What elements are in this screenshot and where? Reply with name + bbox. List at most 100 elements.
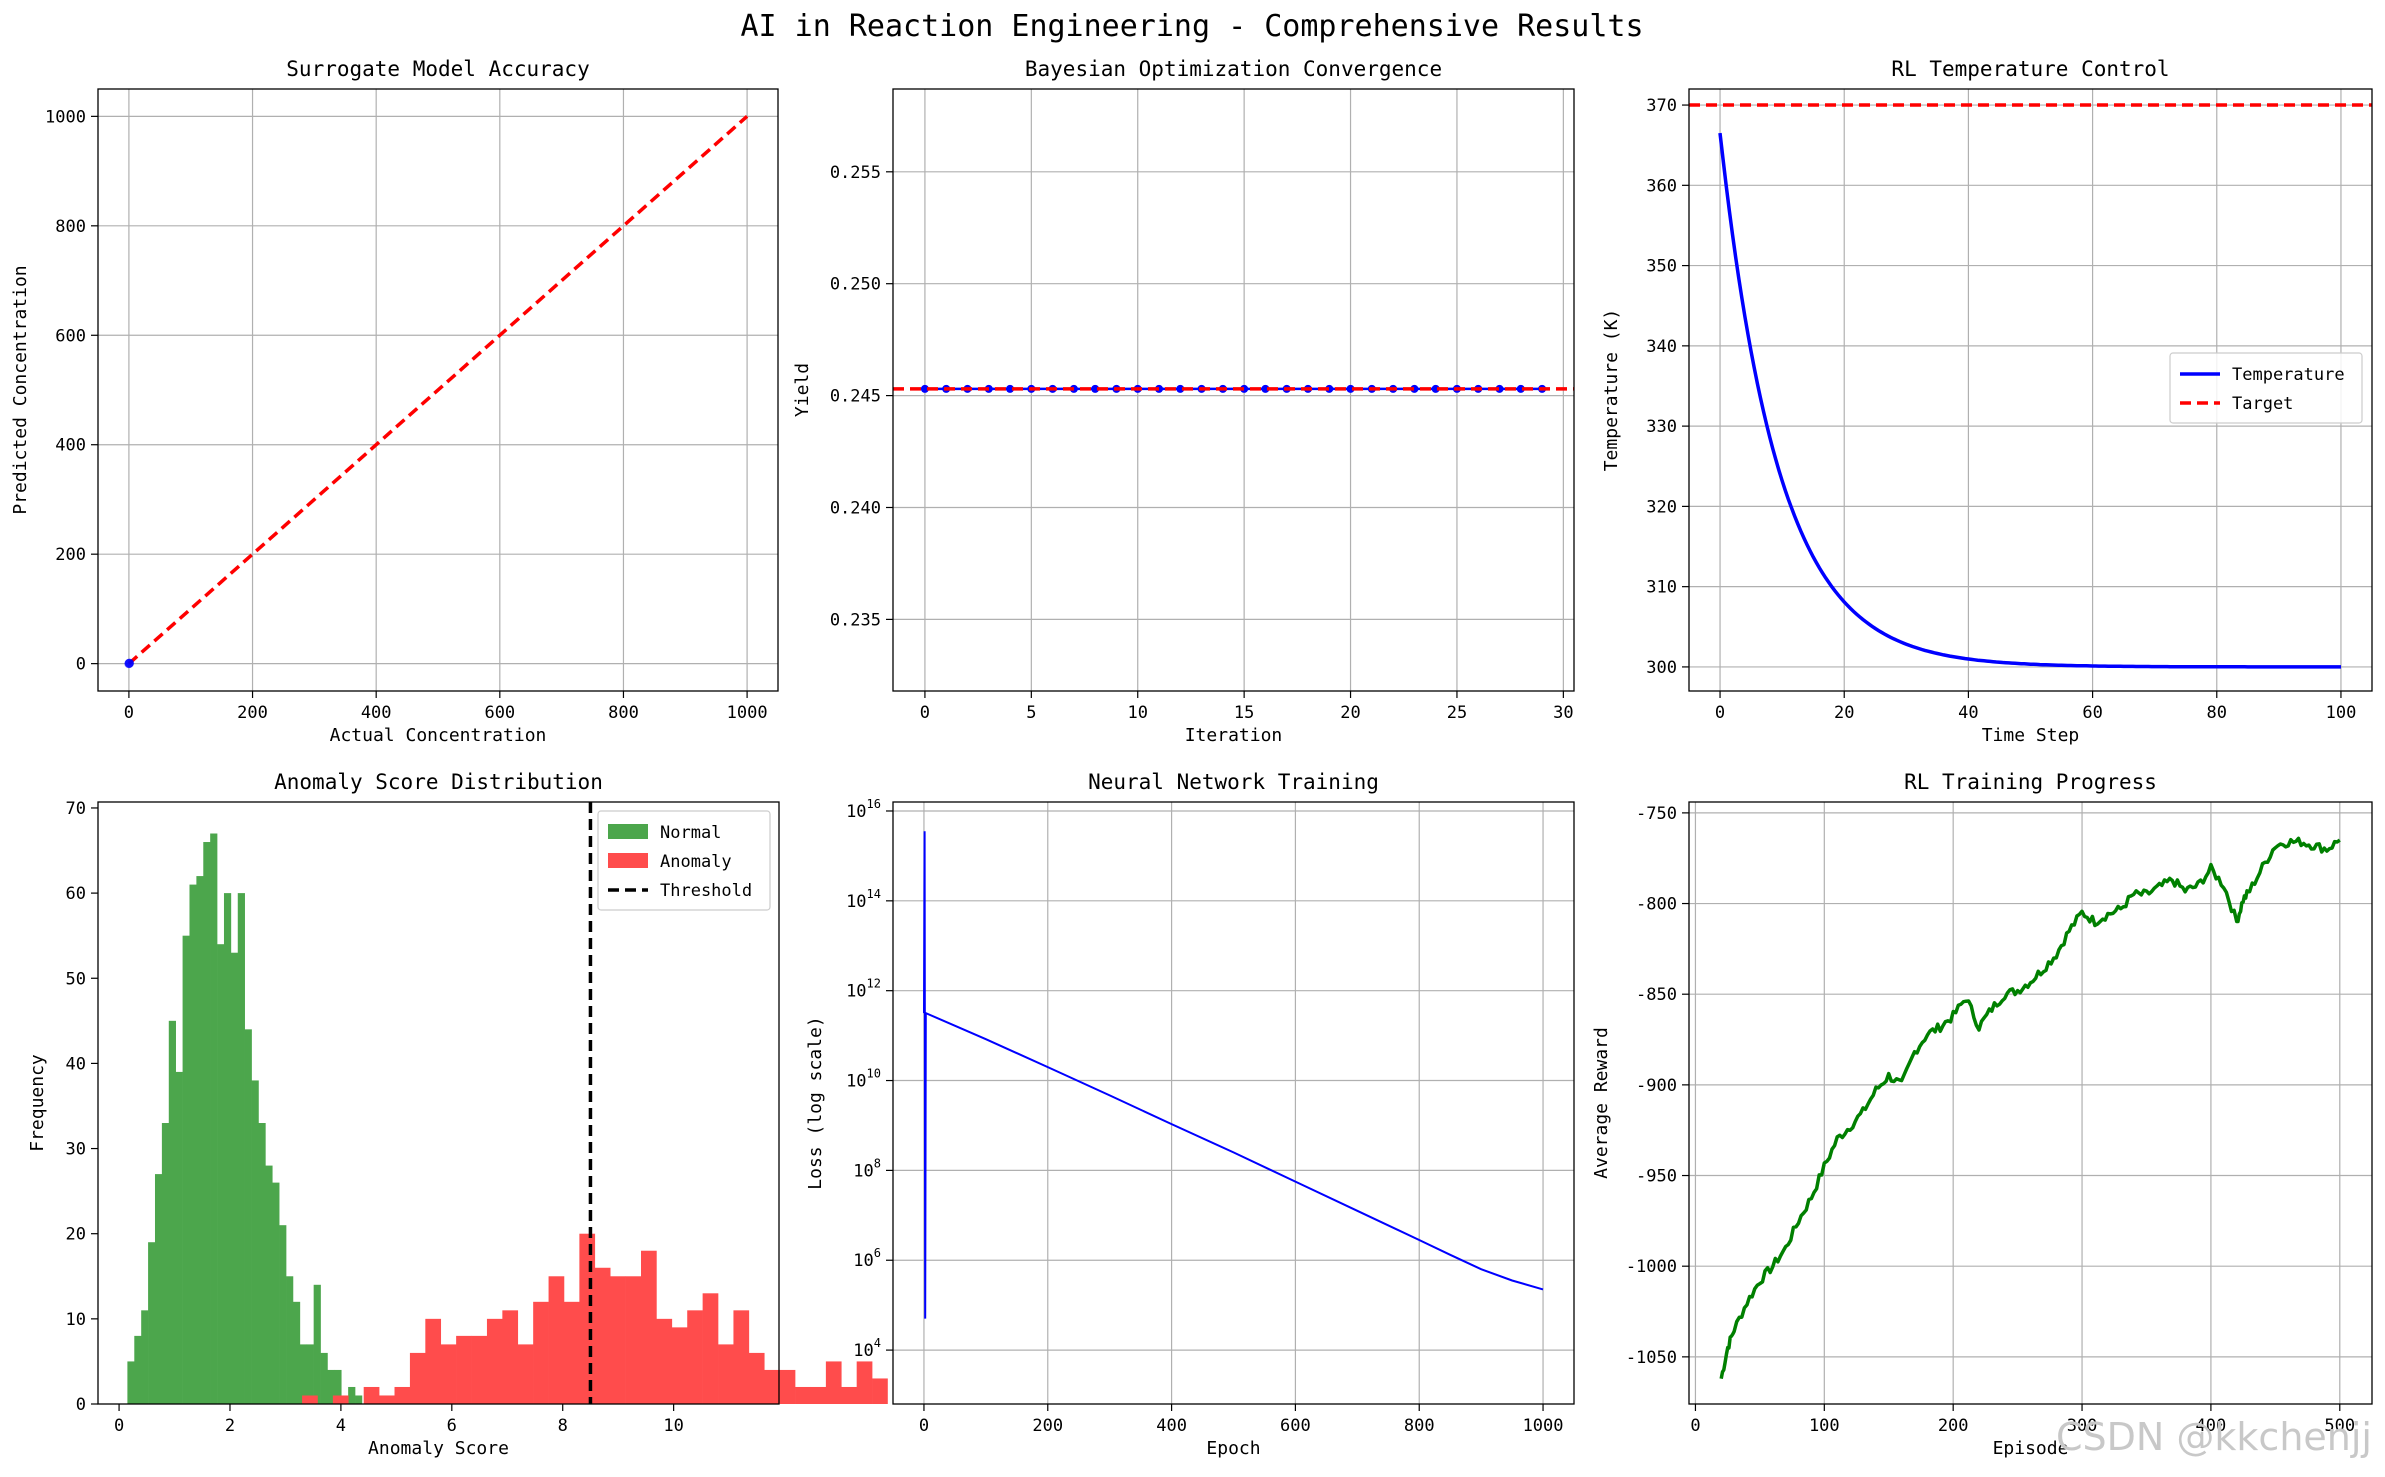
- y-tick-label: 10: [66, 1310, 86, 1330]
- x-tick-label: 400: [2196, 1416, 2227, 1436]
- x-tick-label: 200: [237, 703, 268, 723]
- x-tick-label: 200: [1032, 1416, 1063, 1436]
- y-tick-label: 0.255: [830, 163, 881, 183]
- x-tick-label: 10: [663, 1416, 683, 1436]
- figure-title: AI in Reaction Engineering - Comprehensi…: [740, 9, 1643, 44]
- histogram-bar-anomaly: [379, 1395, 395, 1404]
- subplots-container: 0 200 400 600 800 100002004006008001000Surrog…: [10, 57, 2373, 1459]
- x-tick-label: 400: [361, 703, 392, 723]
- histogram-bar-normal: [286, 1276, 294, 1404]
- y-tick-label: 1000: [45, 107, 86, 127]
- subplot-title: Surrogate Model Accuracy: [286, 57, 589, 81]
- histogram-bar-anomaly: [641, 1250, 657, 1404]
- histogram-bar-normal: [168, 1020, 176, 1404]
- histogram-bar-normal: [182, 935, 190, 1404]
- x-tick-label: 60: [2082, 703, 2102, 723]
- x-tick-label: 300: [2067, 1416, 2098, 1436]
- histogram-bar-normal: [189, 884, 197, 1404]
- x-tick-label: 0: [1715, 703, 1725, 723]
- x-tick-label: 15: [1234, 703, 1254, 723]
- axes-frame: [892, 88, 1575, 692]
- y-tick-label: 340: [1646, 337, 1677, 357]
- y-tick-label: 40: [66, 1054, 86, 1074]
- x-tick-label: 20: [1834, 703, 1854, 723]
- x-tick-label: 6: [447, 1416, 457, 1436]
- best-yield-marker: [1410, 384, 1419, 393]
- best-yield-marker: [1155, 384, 1164, 393]
- legend-swatch: [608, 824, 648, 839]
- histogram-bar-normal: [355, 1395, 363, 1404]
- y-tick-label: 104: [853, 1336, 881, 1361]
- watermark: CSDN @kkchenjj: [2056, 1415, 2372, 1459]
- histogram-bar-anomaly: [579, 1233, 596, 1404]
- best-yield-marker: [1431, 384, 1440, 393]
- y-axis-label: Yield: [792, 363, 813, 417]
- y-tick-label: 70: [66, 799, 86, 819]
- histogram-bar-anomaly: [517, 1344, 534, 1404]
- y-tick-label: 300: [1646, 658, 1677, 678]
- legend: Temperature Target: [2169, 352, 2363, 424]
- x-tick-label: 0: [1690, 1416, 1700, 1436]
- histogram-bar-normal: [258, 1123, 266, 1404]
- x-tick-label: 20: [1340, 703, 1360, 723]
- histogram-bar-anomaly: [779, 1369, 796, 1404]
- histogram-bar-anomaly: [872, 1378, 888, 1404]
- y-tick-label: 320: [1646, 497, 1677, 517]
- best-yield-marker: [1325, 384, 1334, 393]
- histogram-bar-anomaly: [332, 1395, 349, 1404]
- histogram-bar-anomaly: [425, 1318, 442, 1404]
- x-tick-label: 0: [920, 703, 930, 723]
- y-tick-label: 0.235: [830, 610, 881, 630]
- x-axis-label: Actual Concentration: [330, 725, 547, 746]
- x-tick-label: 800: [1404, 1416, 1435, 1436]
- x-tick-label: 1000: [727, 703, 768, 723]
- histogram-bar-anomaly: [764, 1369, 780, 1404]
- histogram-bar-normal: [251, 1080, 259, 1404]
- x-tick-label: 400: [1156, 1416, 1187, 1436]
- histogram-bar-anomaly: [625, 1276, 642, 1404]
- subplot-4: 0 2 4 6 8 10 0 10 20 30 40 50 60 70 Anomaly Score Dist…: [27, 770, 888, 1459]
- subplot-title: Neural Network Training: [1088, 770, 1379, 794]
- y-tick-label: 1016: [846, 797, 881, 822]
- y-tick-label: 0: [76, 655, 86, 675]
- axes-frame: [1688, 801, 2373, 1405]
- best-yield-marker: [1006, 384, 1015, 393]
- best-yield-marker: [1261, 384, 1270, 393]
- y-tick-label: 370: [1646, 96, 1677, 116]
- x-tick-label: 1000: [1523, 1416, 1564, 1436]
- x-tick-label: 25: [1447, 703, 1467, 723]
- y-tick-label: -750: [1636, 804, 1677, 824]
- y-tick-label: -950: [1636, 1167, 1677, 1187]
- legend-swatch: [608, 853, 648, 868]
- histogram-bar-normal: [237, 893, 245, 1404]
- legend-entry: Target: [2232, 394, 2293, 414]
- histogram-bar-normal: [348, 1386, 356, 1404]
- x-axis-label: Time Step: [1982, 725, 2080, 746]
- y-tick-label: 60: [66, 884, 86, 904]
- x-tick-label: 0: [124, 703, 134, 723]
- histogram-bar-anomaly: [733, 1310, 750, 1404]
- x-tick-label: 500: [2324, 1416, 2355, 1436]
- histogram-bar-normal: [223, 893, 232, 1404]
- y-tick-label: 0.240: [830, 498, 881, 518]
- histogram-bar-anomaly: [795, 1386, 811, 1404]
- histogram-bar-normal: [299, 1344, 308, 1404]
- subplot-title: RL Temperature Control: [1891, 57, 2169, 81]
- y-tick-label: -900: [1636, 1076, 1677, 1096]
- subplot-title: Anomaly Score Distribution: [274, 770, 603, 794]
- histogram-bar-normal: [279, 1225, 287, 1404]
- histogram-bar-anomaly: [841, 1386, 857, 1404]
- histogram-bar-normal: [161, 1123, 170, 1404]
- y-tick-label: 1014: [846, 887, 881, 912]
- y-axis-label: Loss (log scale): [805, 1016, 826, 1189]
- y-tick-label: 50: [66, 969, 86, 989]
- best-yield-marker: [1176, 384, 1185, 393]
- x-tick-label: 600: [1280, 1416, 1311, 1436]
- subplot-title: RL Training Progress: [1904, 770, 2157, 794]
- histogram-bar-normal: [327, 1369, 335, 1404]
- x-tick-label: 8: [558, 1416, 568, 1436]
- legend-entry: Normal: [660, 823, 721, 843]
- x-tick-label: 40: [1958, 703, 1978, 723]
- best-yield-marker: [1240, 384, 1249, 393]
- axes-frame: [1688, 88, 2373, 692]
